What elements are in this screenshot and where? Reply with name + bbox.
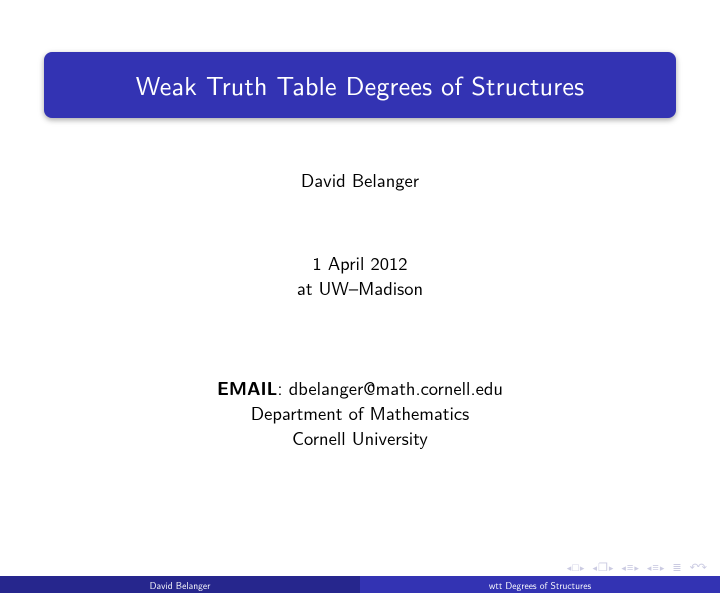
nav-frame-group[interactable]: ◂ ❐ ▸ <box>592 562 613 573</box>
slide-nav-icon: □ <box>572 562 579 573</box>
subsection-nav-icon: ≡ <box>627 562 633 573</box>
date-block: 1 April 2012 at UW–Madison <box>0 251 720 301</box>
date-line: 1 April 2012 <box>0 251 720 276</box>
chevron-right-icon: ▸ <box>634 563 639 572</box>
chevron-left-icon: ◂ <box>567 563 572 572</box>
email-line: EMAIL: dbelanger@math.cornell.edu <box>0 376 720 401</box>
beamer-nav-symbols: ◂ □ ▸ ◂ ❐ ▸ ◂ ≡ ▸ ◂ ≡ ▸ ≣ ↶↷ <box>567 559 706 575</box>
chevron-left-icon: ◂ <box>647 563 652 572</box>
department-line: Department of Mathematics <box>0 401 720 426</box>
footer-title: wtt Degrees of Structures <box>360 576 720 593</box>
nav-slide-group[interactable]: ◂ □ ▸ <box>567 562 585 573</box>
nav-back-forward[interactable]: ↶↷ <box>690 559 706 575</box>
beamer-slide: Weak Truth Table Degrees of Structures D… <box>0 52 720 593</box>
frame-nav-icon: ❐ <box>598 562 608 573</box>
title-block: Weak Truth Table Degrees of Structures <box>44 52 676 118</box>
university-line: Cornell University <box>0 426 720 451</box>
email-label: EMAIL <box>217 375 277 401</box>
slide-title: Weak Truth Table Degrees of Structures <box>64 66 656 104</box>
author-line: David Belanger <box>0 168 720 193</box>
back-icon: ↶ <box>690 559 698 575</box>
chevron-right-icon: ▸ <box>580 563 585 572</box>
nav-section-group[interactable]: ◂ ≡ ▸ <box>647 562 664 573</box>
section-nav-icon: ≡ <box>652 562 658 573</box>
email-separator: : <box>277 374 288 401</box>
footer-author: David Belanger <box>0 576 360 593</box>
presentation-nav-icon[interactable]: ≣ <box>672 562 681 573</box>
forward-icon: ↷ <box>698 559 706 575</box>
affiliation-block: EMAIL: dbelanger@math.cornell.edu Depart… <box>0 376 720 451</box>
chevron-left-icon: ◂ <box>592 563 597 572</box>
chevron-right-icon: ▸ <box>660 563 665 572</box>
footline: David Belanger wtt Degrees of Structures <box>0 576 720 593</box>
chevron-left-icon: ◂ <box>621 563 626 572</box>
location-line: at UW–Madison <box>0 276 720 301</box>
nav-subsection-group[interactable]: ◂ ≡ ▸ <box>621 562 638 573</box>
email-address: dbelanger@math.cornell.edu <box>289 374 503 401</box>
chevron-right-icon: ▸ <box>609 563 614 572</box>
